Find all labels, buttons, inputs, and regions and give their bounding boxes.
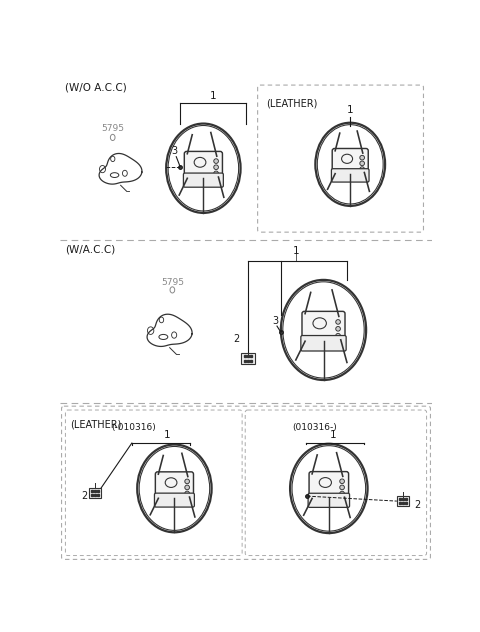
FancyBboxPatch shape: [184, 152, 222, 181]
FancyBboxPatch shape: [331, 169, 369, 182]
Text: 5795: 5795: [161, 277, 184, 286]
Circle shape: [185, 479, 190, 483]
Circle shape: [336, 320, 340, 324]
FancyBboxPatch shape: [332, 149, 368, 176]
Circle shape: [336, 327, 340, 331]
Circle shape: [360, 167, 364, 171]
Text: (010316-): (010316-): [292, 423, 337, 432]
Text: (W/O A.C.C): (W/O A.C.C): [65, 82, 126, 92]
Circle shape: [214, 165, 218, 169]
Text: 2: 2: [234, 334, 240, 344]
Text: 1: 1: [163, 430, 170, 441]
Circle shape: [360, 161, 364, 166]
Text: (LEATHER): (LEATHER): [266, 98, 318, 108]
Circle shape: [336, 334, 340, 338]
FancyBboxPatch shape: [155, 493, 194, 507]
Text: 5795: 5795: [101, 124, 124, 133]
Text: 1: 1: [347, 106, 354, 116]
Text: 2: 2: [81, 492, 87, 502]
Circle shape: [340, 485, 345, 490]
Circle shape: [340, 479, 345, 483]
Text: 1: 1: [329, 430, 336, 441]
Text: 2: 2: [415, 500, 421, 510]
Text: (W/A.C.C): (W/A.C.C): [65, 245, 115, 255]
FancyBboxPatch shape: [88, 488, 101, 497]
Circle shape: [340, 491, 345, 496]
FancyBboxPatch shape: [302, 312, 345, 344]
FancyBboxPatch shape: [156, 472, 193, 501]
FancyBboxPatch shape: [241, 353, 255, 364]
Text: (-010316): (-010316): [111, 423, 156, 432]
FancyBboxPatch shape: [308, 493, 349, 507]
FancyBboxPatch shape: [397, 496, 409, 506]
FancyBboxPatch shape: [309, 471, 348, 501]
Text: 3: 3: [272, 316, 278, 325]
FancyBboxPatch shape: [301, 336, 346, 351]
FancyBboxPatch shape: [183, 173, 223, 187]
Circle shape: [185, 485, 190, 490]
Text: 1: 1: [293, 246, 300, 257]
Circle shape: [185, 491, 190, 495]
Circle shape: [214, 159, 218, 164]
Circle shape: [360, 155, 364, 160]
Text: 1: 1: [210, 91, 217, 101]
Text: 3: 3: [171, 146, 177, 156]
Text: (LEATHER): (LEATHER): [70, 419, 121, 429]
Circle shape: [214, 171, 218, 176]
